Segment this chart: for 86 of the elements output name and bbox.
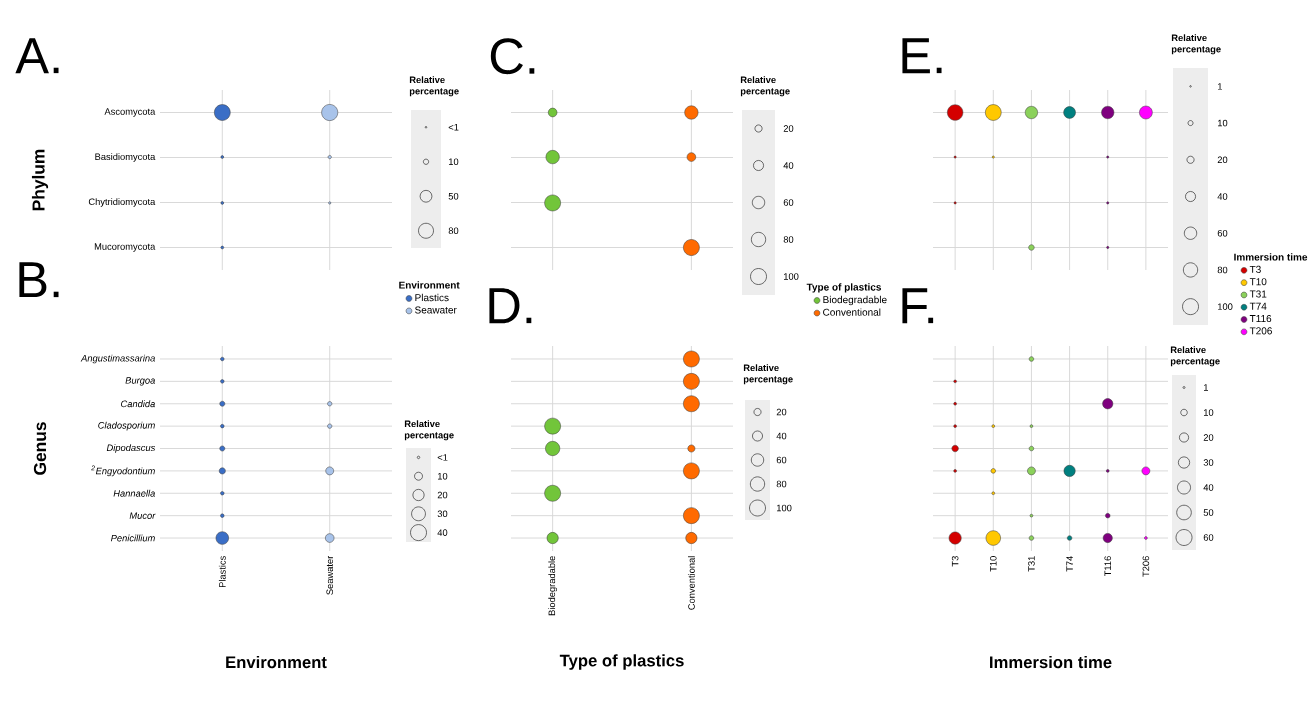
- legend-label: T116: [1249, 315, 1272, 323]
- text: Relative percentage: [409, 76, 459, 97]
- legend-label: 80: [783, 236, 794, 243]
- category-label: Mucoromycota: [94, 243, 156, 252]
- x-axis-title: Immersion time: [990, 655, 1112, 669]
- category-label: Basidiomycota: [95, 153, 156, 162]
- category-label: Cladosporium: [98, 421, 155, 431]
- legend-label: <1: [448, 124, 459, 131]
- category-label: Candida: [121, 400, 155, 408]
- legend-label: 100: [783, 273, 799, 280]
- category-label: Mucor: [129, 512, 156, 519]
- category-label: Hannaella: [113, 489, 155, 497]
- legend-label: Biodegradable: [823, 295, 887, 306]
- x-tick-label: Biodegradable: [548, 556, 557, 616]
- legend-label: 10: [448, 158, 459, 166]
- legend-label: 20: [776, 408, 787, 416]
- category-label: Ascomycota: [104, 108, 156, 117]
- legend-label: 80: [776, 480, 787, 488]
- category-label: Dipodascus: [106, 444, 156, 453]
- category-label: $^{2}$Engyodontium: [91, 465, 155, 477]
- legend-label: 100: [776, 504, 792, 512]
- legend-label: T74: [1249, 302, 1267, 310]
- legend-label: 50: [448, 192, 459, 200]
- legend-label: Conventional: [823, 308, 881, 316]
- text: Relative percentage: [740, 76, 790, 97]
- text: Relative percentage: [404, 420, 454, 441]
- legend-label: T3: [1249, 265, 1261, 273]
- legend-title: Environment: [399, 281, 460, 289]
- legend-label: Seawater: [415, 306, 457, 314]
- legend-label: T31: [1249, 290, 1267, 298]
- y-axis-title: Genus: [33, 422, 47, 475]
- category-label: Penicillium: [110, 534, 155, 542]
- x-tick-label: Plastics: [218, 556, 226, 588]
- x-axis-title: Type of plastics: [559, 654, 684, 670]
- category-label: Chytridiomycota: [88, 198, 156, 207]
- legend-label: 40: [1217, 193, 1228, 200]
- legend-label: 100: [1217, 303, 1233, 310]
- chart-title: E.: [902, 38, 942, 74]
- legend-label: 60: [1203, 534, 1214, 541]
- legend-label: <1: [437, 454, 448, 461]
- x-tick-label: T116: [1104, 556, 1112, 577]
- legend-label: 60: [783, 199, 794, 206]
- legend-label: 10: [1217, 119, 1228, 127]
- legend-label: 60: [776, 456, 787, 464]
- legend-label: T10: [1249, 278, 1267, 286]
- legend-label: 20: [437, 491, 448, 499]
- legend-title: Type of plastics: [806, 283, 881, 293]
- legend-label: 40: [1203, 484, 1214, 491]
- legend-label: Plastics: [415, 293, 449, 302]
- legend-label: 30: [437, 510, 448, 518]
- chart-title: B.: [19, 262, 59, 298]
- y-axis-title: Phylum: [31, 149, 49, 211]
- x-tick-label: T206: [1142, 556, 1150, 577]
- chart-title: C.: [490, 38, 535, 75]
- x-tick-label: T31: [1028, 556, 1035, 572]
- legend-label: 20: [1203, 434, 1214, 441]
- category-label: Burgoa: [125, 377, 155, 386]
- legend-label: 1: [1217, 83, 1223, 90]
- chart-title: F.: [902, 288, 934, 324]
- legend-label: 50: [1203, 509, 1214, 516]
- x-tick-label: T10: [990, 556, 997, 572]
- legend-label: 40: [776, 432, 787, 440]
- text: Relative percentage: [743, 364, 793, 385]
- x-tick-label: Conventional: [687, 556, 695, 610]
- legend-label: 30: [1203, 459, 1214, 466]
- text: Relative percentage: [1171, 34, 1221, 55]
- legend-label: 80: [448, 227, 459, 235]
- legend-label: 40: [783, 162, 794, 169]
- text: Relative percentage: [1170, 346, 1220, 367]
- legend-label: 20: [783, 125, 794, 132]
- legend-label: 10: [437, 472, 448, 480]
- legend-label: 60: [1217, 229, 1228, 237]
- legend-label: 40: [437, 529, 448, 536]
- chart-title: D.: [489, 288, 532, 324]
- x-tick-label: T3: [951, 556, 959, 567]
- legend-title: Immersion time: [1234, 253, 1308, 261]
- legend-label: T206: [1249, 327, 1272, 335]
- legend-label: 80: [1217, 266, 1228, 274]
- chart-title: A.: [15, 38, 59, 74]
- x-tick-label: Seawater: [326, 555, 334, 595]
- x-axis-title: Environment: [226, 655, 327, 669]
- legend-label: 10: [1203, 409, 1214, 416]
- legend-label: 1: [1203, 384, 1209, 391]
- legend-label: 20: [1217, 156, 1228, 164]
- category-label: Angustimassarina: [80, 354, 155, 364]
- x-tick-label: T74: [1066, 556, 1073, 572]
